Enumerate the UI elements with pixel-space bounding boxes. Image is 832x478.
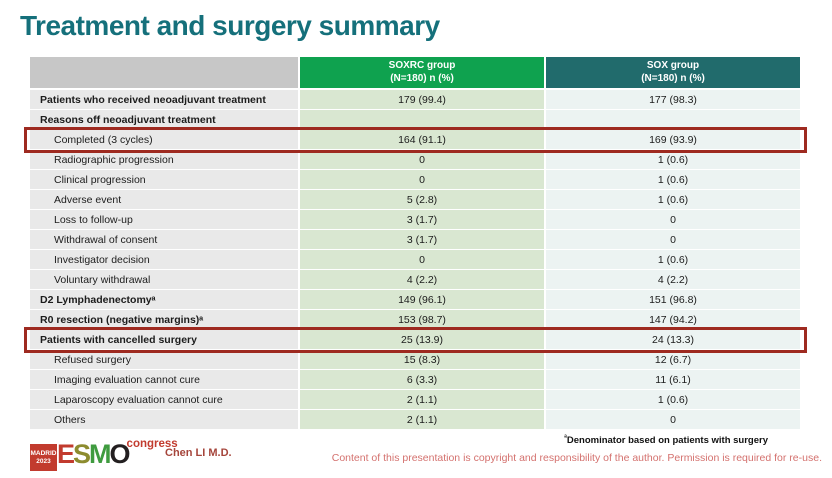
table-footnote: ᵃDenominator based on patients with surg…: [564, 434, 768, 446]
cell-sox: 1 (0.6): [546, 250, 800, 269]
cell-soxrc: 6 (3.3): [300, 370, 544, 389]
table-row: Withdrawal of consent 3 (1.7) 0: [30, 230, 800, 249]
cell-sox: 147 (94.2): [546, 310, 800, 329]
table-row: Radiographic progression 0 1 (0.6): [30, 150, 800, 169]
soxrc-group-n: (N=180) n (%): [390, 72, 454, 84]
table-row: Reasons off neoadjuvant treatment: [30, 110, 800, 129]
cell-sox: 12 (6.7): [546, 350, 800, 369]
table-row: Investigator decision 0 1 (0.6): [30, 250, 800, 269]
table-row: Others 2 (1.1) 0: [30, 410, 800, 429]
row-label: Patients with cancelled surgery: [30, 330, 298, 349]
sox-group-name: SOX group: [646, 60, 700, 71]
soxrc-group-name: SOXRC group: [388, 60, 456, 71]
esmo-congress-logo: MADRID 2023 ESMO congress: [30, 438, 178, 471]
header-empty-cell: [30, 57, 298, 88]
cell-sox: 1 (0.6): [546, 390, 800, 409]
table-row: Voluntary withdrawal 4 (2.2) 4 (2.2): [30, 270, 800, 289]
row-label: Patients who received neoadjuvant treatm…: [30, 90, 298, 109]
header-soxrc-group: SOXRC group (N=180) n (%): [300, 57, 544, 88]
cell-sox: 1 (0.6): [546, 170, 800, 189]
cell-soxrc: 153 (98.7): [300, 310, 544, 329]
row-label: Others: [30, 410, 298, 429]
esmo-letter: S: [73, 439, 91, 469]
cell-soxrc: 2 (1.1): [300, 390, 544, 409]
cell-sox: 0: [546, 210, 800, 229]
row-label: Voluntary withdrawal: [30, 270, 298, 289]
cell-soxrc: 164 (91.1): [300, 130, 544, 149]
copyright-notice: Content of this presentation is copyrigh…: [331, 452, 822, 464]
congress-label: congress: [126, 438, 178, 450]
row-label: Completed (3 cycles): [30, 130, 298, 149]
row-label: D2 Lymphadenectomyᵃ: [30, 290, 298, 309]
table-row: Imaging evaluation cannot cure 6 (3.3) 1…: [30, 370, 800, 389]
table-header-row: SOXRC group (N=180) n (%) SOX group (N=1…: [30, 57, 800, 88]
table-row: Refused surgery 15 (8.3) 12 (6.7): [30, 350, 800, 369]
cell-soxrc: [300, 110, 544, 129]
row-label: Imaging evaluation cannot cure: [30, 370, 298, 389]
row-label: Investigator decision: [30, 250, 298, 269]
page-title: Treatment and surgery summary: [20, 10, 440, 41]
table-row: Laparoscopy evaluation cannot cure 2 (1.…: [30, 390, 800, 409]
cell-sox: 1 (0.6): [546, 150, 800, 169]
cell-sox: 169 (93.9): [546, 130, 800, 149]
cell-sox: 177 (98.3): [546, 90, 800, 109]
table-row: Adverse event 5 (2.8) 1 (0.6): [30, 190, 800, 209]
cell-sox: 0: [546, 230, 800, 249]
cell-soxrc: 3 (1.7): [300, 230, 544, 249]
cell-soxrc: 25 (13.9): [300, 330, 544, 349]
esmo-letter: M: [89, 439, 111, 469]
badge-city: MADRID: [30, 449, 57, 457]
cell-soxrc: 4 (2.2): [300, 270, 544, 289]
cell-soxrc: 179 (99.4): [300, 90, 544, 109]
table-row-highlighted: Patients with cancelled surgery 25 (13.9…: [24, 327, 807, 353]
cell-sox: 151 (96.8): [546, 290, 800, 309]
cell-soxrc: 3 (1.7): [300, 210, 544, 229]
row-label: Refused surgery: [30, 350, 298, 369]
esmo-letter: E: [57, 439, 75, 469]
row-label: Loss to follow-up: [30, 210, 298, 229]
presenter-name: Chen LI M.D.: [165, 447, 232, 459]
table-row-highlighted: Completed (3 cycles) 164 (91.1) 169 (93.…: [24, 127, 807, 153]
cell-sox: [546, 110, 800, 129]
esmo-letter: O: [109, 439, 131, 469]
row-label: R0 resection (negative margins)ᵃ: [30, 310, 298, 329]
cell-soxrc: 5 (2.8): [300, 190, 544, 209]
row-label: Radiographic progression: [30, 150, 298, 169]
slide-footer: MADRID 2023 ESMO congress Chen LI M.D. ᵃ…: [0, 432, 832, 478]
cell-soxrc: 149 (96.1): [300, 290, 544, 309]
cell-soxrc: 0: [300, 150, 544, 169]
cell-sox: 0: [546, 410, 800, 429]
footnote-marker: ᵃ: [564, 434, 567, 441]
table-row: D2 Lymphadenectomyᵃ 149 (96.1) 151 (96.8…: [30, 290, 800, 309]
cell-sox: 4 (2.2): [546, 270, 800, 289]
header-sox-group: SOX group (N=180) n (%): [546, 57, 800, 88]
sox-group-n: (N=180) n (%): [641, 72, 705, 84]
table-row: Patients who received neoadjuvant treatm…: [30, 90, 800, 109]
cell-sox: 1 (0.6): [546, 190, 800, 209]
badge-year: 2023: [36, 457, 51, 465]
cell-soxrc: 0: [300, 170, 544, 189]
row-label: Withdrawal of consent: [30, 230, 298, 249]
footnote-text: Denominator based on patients with surge…: [566, 435, 768, 447]
cell-sox: 24 (13.3): [546, 330, 800, 349]
table-row: R0 resection (negative margins)ᵃ 153 (98…: [30, 310, 800, 329]
cell-soxrc: 2 (1.1): [300, 410, 544, 429]
esmo-logo-text: ESMO: [57, 439, 131, 469]
table-row: Clinical progression 0 1 (0.6): [30, 170, 800, 189]
cell-soxrc: 15 (8.3): [300, 350, 544, 369]
row-label: Adverse event: [30, 190, 298, 209]
table-row: Loss to follow-up 3 (1.7) 0: [30, 210, 800, 229]
summary-table: SOXRC group (N=180) n (%) SOX group (N=1…: [24, 57, 807, 430]
madrid-2023-badge: MADRID 2023: [30, 444, 57, 471]
row-label: Laparoscopy evaluation cannot cure: [30, 390, 298, 409]
cell-soxrc: 0: [300, 250, 544, 269]
cell-sox: 11 (6.1): [546, 370, 800, 389]
row-label: Reasons off neoadjuvant treatment: [30, 110, 298, 129]
row-label: Clinical progression: [30, 170, 298, 189]
